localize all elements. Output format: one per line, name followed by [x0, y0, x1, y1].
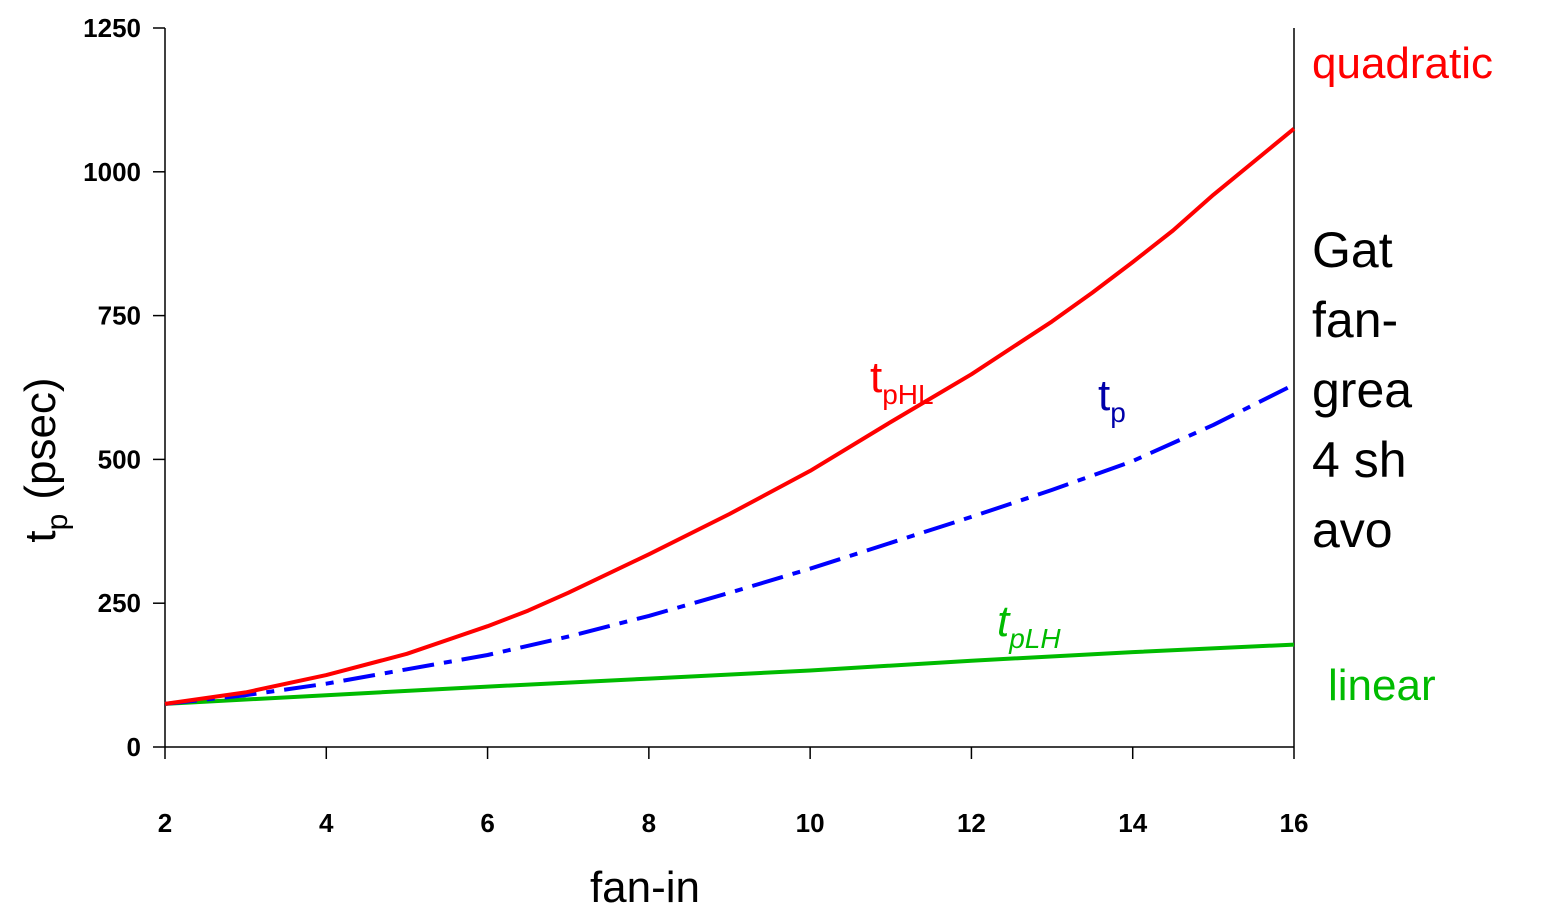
- y-tick-label: 1250: [83, 13, 141, 43]
- label-tplh-sub: pLH: [1008, 623, 1061, 654]
- label-tplh: tpLH: [997, 597, 1061, 654]
- label-tp-sub: p: [1110, 397, 1126, 428]
- x-tick-label: 14: [1118, 808, 1147, 838]
- ylabel-sub: p: [41, 514, 74, 531]
- x-tick-label: 10: [796, 808, 825, 838]
- label-tp: tp: [1098, 371, 1126, 428]
- axes: 0 250 500 750 1000 1250 2 4 6 8 10 12 14 16: [83, 13, 1308, 838]
- x-tick-label: 16: [1280, 808, 1309, 838]
- y-tick-label: 500: [98, 444, 141, 474]
- label-tplh-main: t: [997, 597, 1011, 646]
- x-tick-label: 6: [480, 808, 494, 838]
- xlabel: fan-in: [590, 863, 700, 912]
- y-tick-label: 0: [127, 732, 141, 762]
- label-tphl: tpHL: [870, 353, 934, 410]
- annotation-linear: linear: [1328, 661, 1436, 710]
- x-tick-label: 12: [957, 808, 986, 838]
- y-tick-label: 750: [98, 301, 141, 331]
- side-text-line: Gat: [1312, 222, 1393, 278]
- x-tick-label: 4: [319, 808, 334, 838]
- annotation-quadratic: quadratic: [1312, 39, 1493, 88]
- label-tp-main: t: [1098, 371, 1110, 420]
- series-line-p: [164, 382, 1295, 706]
- side-text-line: avo: [1312, 502, 1393, 558]
- y-tick-label: 1000: [83, 157, 141, 187]
- ylabel: tp (psec): [16, 377, 74, 542]
- ylabel-main: t: [16, 530, 65, 542]
- x-tick-label: 2: [158, 808, 172, 838]
- side-text-line: fan-: [1312, 292, 1399, 348]
- x-tick-label: 8: [642, 808, 656, 838]
- side-text-line: grea: [1312, 362, 1413, 418]
- series-layer: [164, 127, 1296, 706]
- series-line-plh: [164, 642, 1295, 706]
- y-tick-label: 250: [98, 588, 141, 618]
- ylabel-unit: (psec): [16, 377, 65, 499]
- side-text-line: 4 sh: [1312, 432, 1407, 488]
- side-text: Gat fan- grea 4 sh avo: [1312, 215, 1412, 565]
- series-line-phl: [164, 127, 1296, 706]
- label-tphl-main: t: [870, 353, 882, 402]
- label-tphl-sub: pHL: [882, 379, 933, 410]
